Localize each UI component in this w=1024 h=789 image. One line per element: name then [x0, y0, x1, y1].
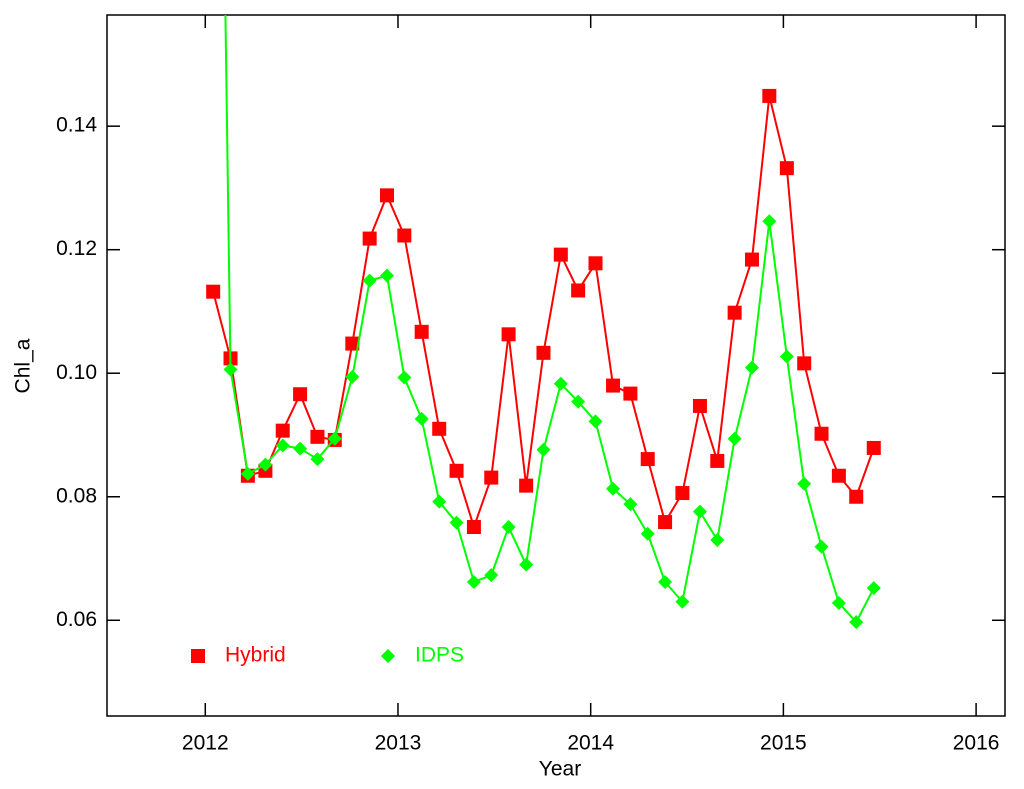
marker — [449, 515, 464, 530]
marker — [588, 414, 603, 429]
marker — [519, 478, 534, 493]
marker — [240, 466, 255, 481]
marker — [727, 431, 742, 446]
marker — [571, 394, 586, 409]
marker — [640, 452, 655, 467]
y-tick-label: 0.06 — [56, 608, 97, 631]
marker — [553, 247, 568, 262]
marker — [501, 327, 516, 342]
marker — [258, 457, 273, 472]
marker — [362, 273, 377, 288]
marker — [484, 470, 499, 485]
marker — [849, 615, 864, 630]
marker — [571, 283, 586, 298]
marker — [466, 574, 481, 589]
marker — [432, 421, 447, 436]
y-tick-label: 0.12 — [56, 237, 97, 260]
plot-area — [206, 15, 881, 630]
marker — [866, 581, 881, 596]
marker — [814, 539, 829, 554]
marker — [623, 497, 638, 512]
marker — [744, 360, 759, 375]
legend-marker — [381, 649, 395, 663]
x-tick-label: 2016 — [953, 732, 1000, 755]
marker — [466, 520, 481, 535]
marker — [675, 486, 690, 501]
marker — [275, 438, 290, 453]
marker — [831, 595, 846, 610]
marker — [362, 231, 377, 246]
marker — [414, 411, 429, 426]
marker — [606, 378, 621, 393]
marker — [779, 161, 794, 176]
legend-label: IDPS — [415, 644, 464, 667]
legend-marker — [191, 649, 205, 663]
marker — [449, 463, 464, 478]
marker — [692, 398, 707, 413]
marker — [275, 423, 290, 438]
marker — [606, 481, 621, 496]
marker — [397, 370, 412, 385]
x-axis-label: Year — [539, 758, 581, 781]
y-tick-label: 0.08 — [56, 484, 97, 507]
marker — [501, 520, 516, 535]
marker — [675, 594, 690, 609]
marker — [623, 386, 638, 401]
y-tick-label: 0.10 — [56, 361, 97, 384]
marker — [293, 441, 308, 456]
marker — [640, 526, 655, 541]
marker — [849, 489, 864, 504]
marker — [692, 504, 707, 519]
marker — [762, 88, 777, 103]
marker — [588, 256, 603, 271]
legend-label: Hybrid — [225, 644, 286, 667]
x-tick-label: 2013 — [375, 732, 422, 755]
y-axis-label: Chl_a — [12, 338, 35, 393]
marker — [414, 324, 429, 339]
marker — [866, 440, 881, 455]
marker — [519, 557, 534, 572]
marker — [727, 305, 742, 320]
marker — [779, 349, 794, 364]
marker — [831, 468, 846, 483]
marker — [223, 362, 238, 377]
marker — [797, 356, 812, 371]
marker — [658, 515, 673, 530]
marker — [327, 431, 342, 446]
series-line — [212, 95, 875, 531]
marker — [658, 574, 673, 589]
marker — [744, 252, 759, 267]
marker — [797, 476, 812, 491]
y-tick-label: 0.14 — [56, 114, 97, 137]
marker — [379, 268, 394, 283]
marker — [762, 214, 777, 229]
marker — [293, 387, 308, 402]
marker — [814, 426, 829, 441]
marker — [553, 376, 568, 391]
marker — [310, 452, 325, 467]
marker — [484, 568, 499, 583]
marker — [397, 228, 412, 243]
marker — [345, 336, 360, 351]
x-tick-label: 2012 — [182, 732, 229, 755]
plot-frame — [106, 14, 1006, 717]
marker — [345, 369, 360, 384]
marker — [536, 442, 551, 457]
marker — [379, 188, 394, 203]
marker — [432, 494, 447, 509]
marker — [310, 429, 325, 444]
marker — [206, 284, 221, 299]
marker — [710, 453, 725, 468]
marker — [710, 532, 725, 547]
x-tick-label: 2014 — [567, 732, 614, 755]
marker — [536, 345, 551, 360]
x-tick-label: 2015 — [760, 732, 807, 755]
